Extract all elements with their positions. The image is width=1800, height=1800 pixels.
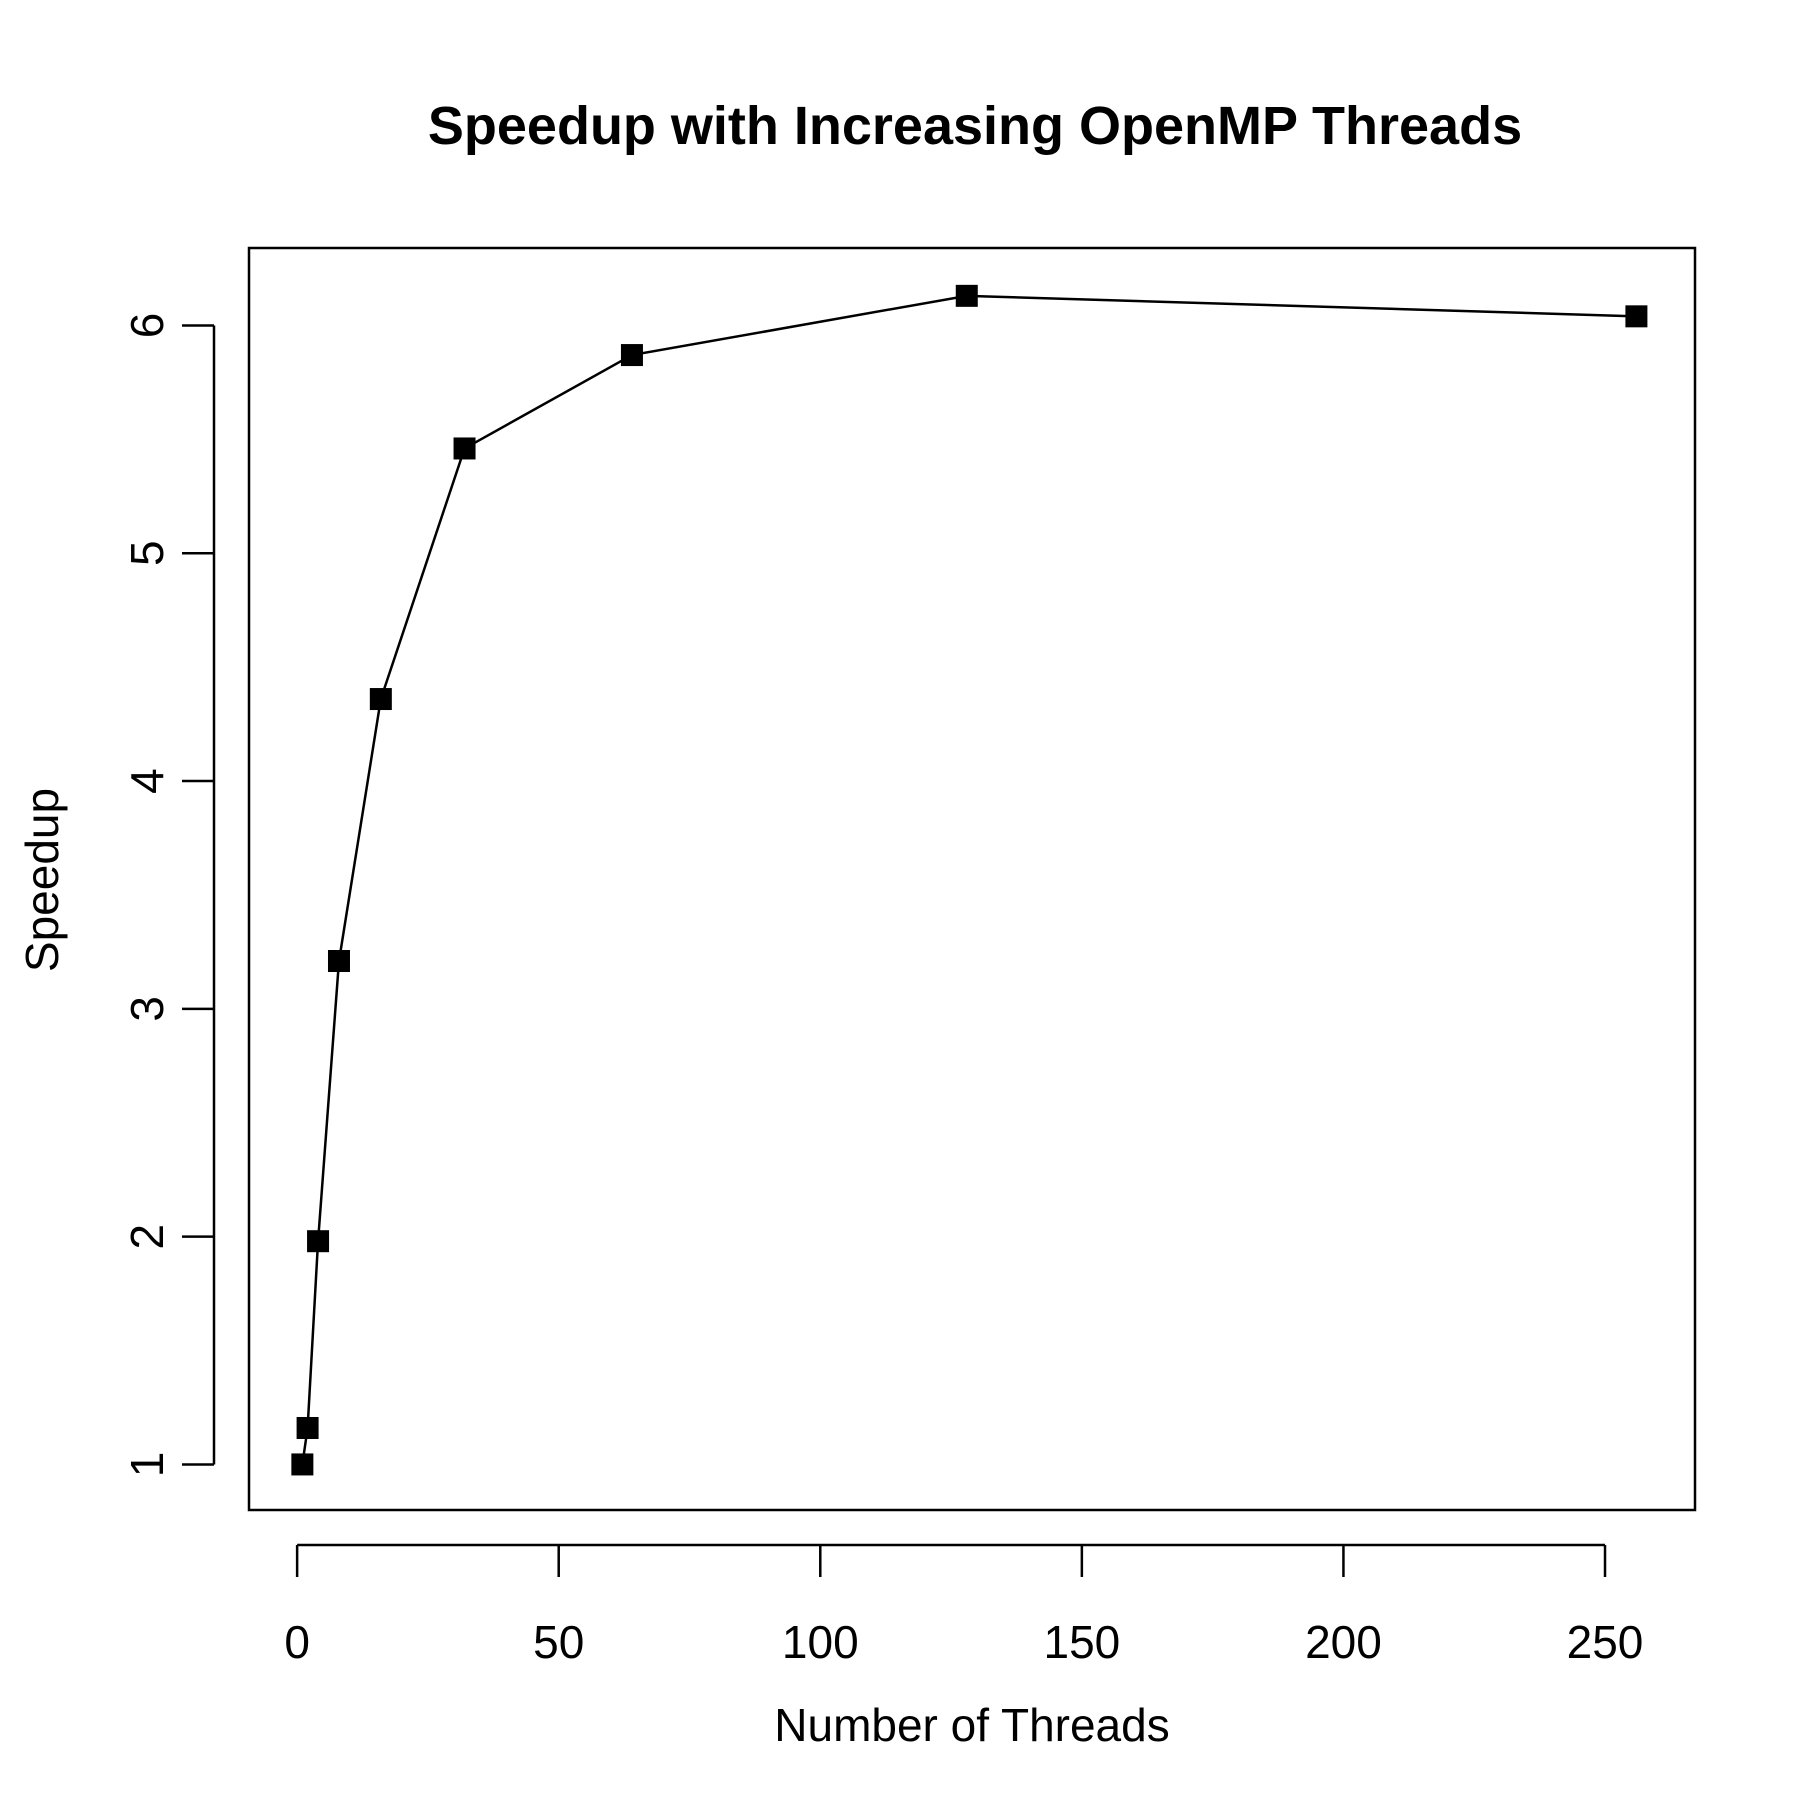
data-point	[307, 1230, 330, 1253]
y-tick-label: 3	[121, 996, 173, 1022]
data-point	[296, 1416, 319, 1439]
y-tick-label: 6	[121, 313, 173, 339]
x-tick-label: 200	[1305, 1616, 1382, 1668]
data-point	[291, 1453, 314, 1476]
data-point	[620, 344, 643, 367]
x-tick-label: 150	[1043, 1616, 1120, 1668]
y-tick-label: 5	[121, 540, 173, 566]
data-point	[1625, 305, 1648, 328]
y-tick-label: 4	[121, 768, 173, 794]
chart-title: Speedup with Increasing OpenMP Threads	[428, 96, 1522, 156]
y-tick-label: 2	[121, 1224, 173, 1250]
data-point	[453, 437, 476, 460]
data-point	[369, 688, 392, 711]
y-axis: 1 2 3 4 5 6	[121, 313, 216, 1478]
x-tick-label: 0	[284, 1616, 310, 1668]
data-point	[327, 950, 350, 973]
x-tick-label: 100	[782, 1616, 859, 1668]
x-axis: 0 50 100 150 200 250	[284, 1543, 1644, 1668]
plot-frame	[247, 246, 1697, 1512]
x-tick-label: 250	[1567, 1616, 1644, 1668]
y-tick-label: 1	[121, 1452, 173, 1478]
data-point	[955, 284, 978, 307]
y-axis-label: Speedup	[16, 788, 68, 972]
x-tick-label: 50	[533, 1616, 584, 1668]
x-axis-label: Number of Threads	[774, 1699, 1169, 1751]
series-layer	[291, 284, 1648, 1476]
series-line	[301, 294, 1637, 1465]
